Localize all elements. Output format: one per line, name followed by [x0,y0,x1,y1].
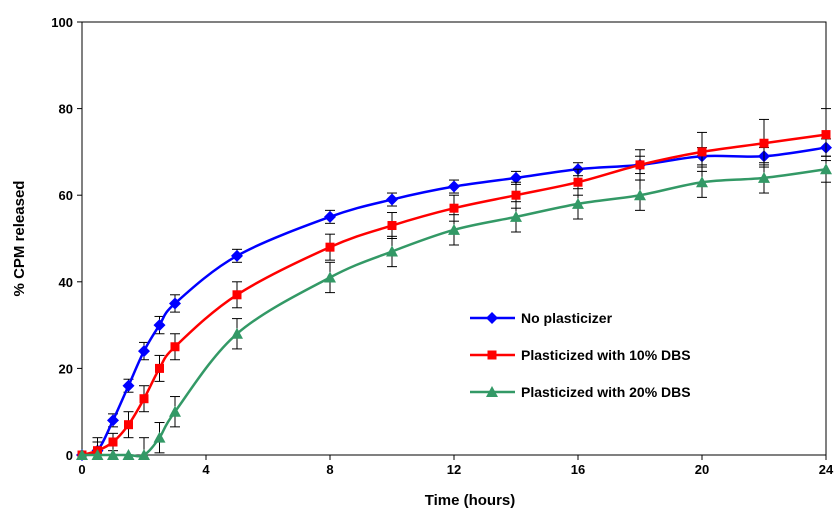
data-point [107,449,119,460]
x-axis-ticks: 0 4 8 12 16 20 24 [78,455,834,477]
series-2 [77,108,831,460]
legend-marker [487,350,497,360]
data-point [449,203,459,213]
data-point [153,431,166,443]
data-point [107,414,119,427]
x-tick-label: 20 [695,462,709,477]
data-point [124,420,133,430]
data-point [573,177,583,187]
x-axis-title: Time (hours) [425,492,516,509]
legend-item: Plasticized with 10% DBS [470,347,691,363]
y-axis-title: % CPM released [11,181,28,297]
data-point [170,342,180,352]
data-point [634,189,646,201]
y-tick-label: 80 [59,102,73,117]
legend-label: No plasticizer [521,310,613,326]
data-point [155,363,164,373]
legend-marker [486,386,498,397]
data-point [820,163,832,175]
x-tick-label: 24 [819,462,834,477]
data-point [122,449,135,460]
data-point [91,449,104,460]
data-point [324,271,336,283]
data-point [122,379,135,392]
x-tick-label: 12 [447,462,461,477]
plot-frame [81,21,827,456]
plot-area [76,21,832,461]
legend-label: Plasticized with 10% DBS [521,347,691,363]
series-line [81,146,827,457]
data-point [448,180,460,193]
data-point [139,394,149,404]
data-point [108,437,118,447]
legend-label: Plasticized with 20% DBS [521,384,691,400]
x-tick-label: 16 [571,462,585,477]
data-point [169,297,181,310]
data-point [697,147,707,157]
y-tick-label: 60 [59,188,73,203]
data-point [635,160,645,170]
data-point [153,319,166,332]
data-point [386,193,398,206]
series-3 [76,155,832,460]
data-point [821,130,831,140]
y-tick-label: 0 [66,448,73,463]
legend-item: Plasticized with 20% DBS [470,384,691,400]
data-point [510,171,522,184]
data-point [231,249,243,262]
data-point [572,197,584,209]
legend-item: No plasticizer [470,310,613,326]
series-layer [76,108,832,461]
data-point [138,449,150,460]
legend-marker [486,312,498,324]
data-point [169,405,181,417]
data-point [511,190,521,200]
x-tick-label: 8 [326,462,333,477]
data-point [387,221,397,231]
data-point [696,176,708,188]
y-tick-label: 100 [51,15,73,30]
data-point [325,242,335,252]
data-point [231,327,243,339]
data-point [448,223,460,235]
x-tick-label: 4 [202,462,210,477]
data-point [138,345,150,358]
y-tick-label: 20 [59,361,73,376]
y-tick-label: 40 [59,275,73,290]
data-point [324,210,336,223]
legend: No plasticizer Plasticized with 10% DBS Pl… [470,310,691,400]
data-point [386,245,398,257]
series-1 [76,138,832,461]
data-point [758,171,770,183]
data-point [76,449,88,460]
y-axis-ticks: 0 20 40 60 80 100 [51,15,82,463]
data-point [232,290,242,300]
data-point [759,138,769,148]
data-point [510,210,522,222]
x-tick-label: 0 [78,462,85,477]
